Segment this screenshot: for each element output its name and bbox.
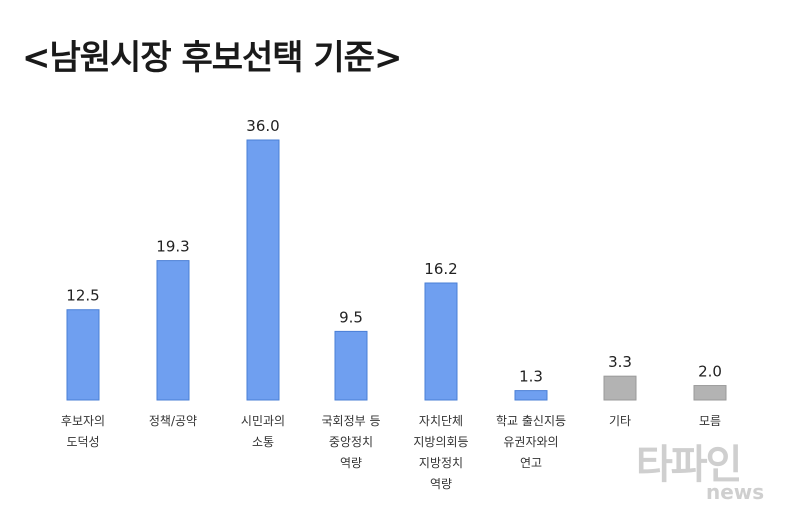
category-labels-group: 후보자의 도덕성 정책/공약 시민과의 소통 국회정부 등 중앙정치 역량 자치단체 지방의회등 지…	[61, 413, 721, 491]
category-label-4: 국회정부 등 중앙정치 역량	[321, 414, 380, 470]
category-label-2: 정책/공약	[149, 413, 197, 428]
bar-8	[693, 385, 727, 401]
value-label-5: 16.2	[424, 260, 457, 278]
bar-6	[514, 390, 548, 401]
value-label-8: 2.0	[698, 363, 722, 381]
chart-title: <남원시장 후보선택 기준>	[22, 38, 402, 78]
category-label-5: 자치단체 지방의회등 지방정치 역량	[413, 414, 468, 491]
category-label-3: 시민과의 소통	[241, 414, 285, 449]
watermark-logo: 타파인	[636, 442, 742, 488]
bar-2	[156, 260, 190, 401]
bars-group	[66, 139, 727, 401]
watermark-sub: news	[706, 480, 765, 504]
category-label-6: 학교 출신지등 유권자와의 연고	[496, 414, 566, 470]
bar-4	[334, 330, 368, 401]
category-label-1: 후보자의 도덕성	[61, 414, 105, 449]
bar-1	[66, 309, 100, 401]
bar-3	[246, 139, 280, 401]
value-label-6: 1.3	[519, 368, 543, 386]
bar-7	[603, 375, 637, 401]
value-label-2: 19.3	[156, 238, 189, 256]
value-label-3: 36.0	[246, 117, 279, 135]
category-label-7: 기타	[609, 414, 631, 428]
bar-5	[424, 282, 458, 401]
value-labels-group: 12.5 19.3 36.0 9.5 16.2 1.3 3.3 2.0	[66, 117, 722, 386]
value-label-7: 3.3	[608, 353, 632, 371]
value-label-1: 12.5	[66, 287, 99, 305]
value-label-4: 9.5	[339, 308, 363, 326]
category-label-8: 모름	[699, 414, 721, 428]
